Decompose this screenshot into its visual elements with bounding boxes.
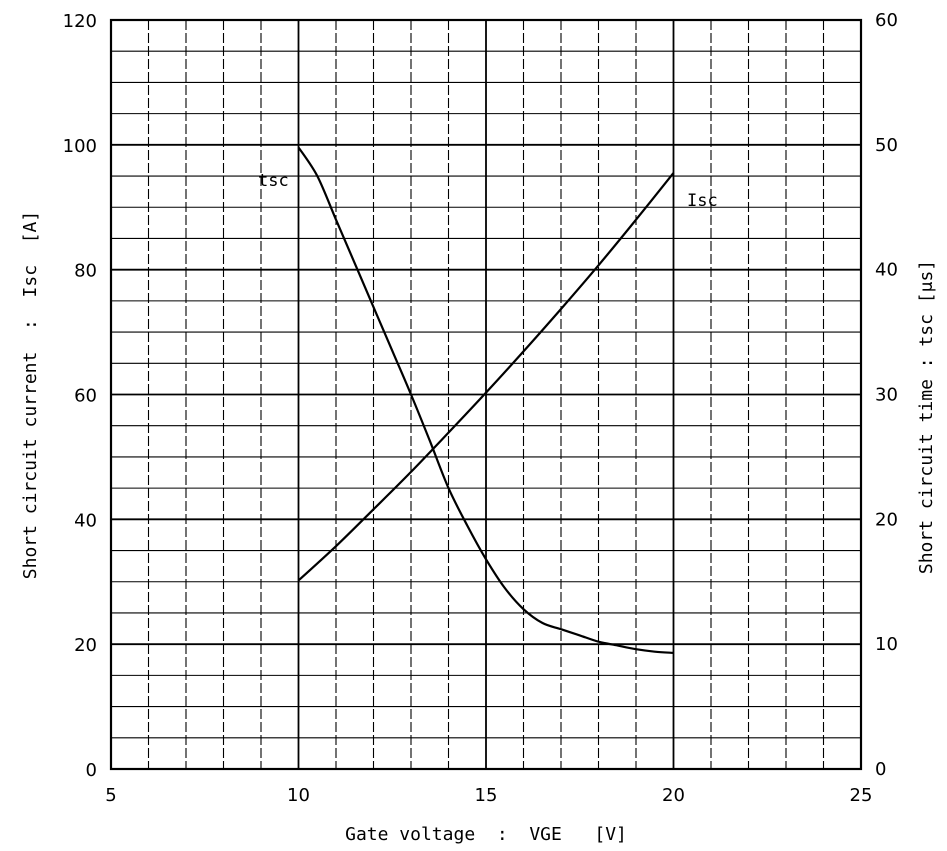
y-left-tick-label: 80 bbox=[74, 261, 97, 282]
isc-series-line bbox=[297, 172, 675, 582]
y-left-tick-label: 100 bbox=[63, 136, 97, 157]
y-right-tick-label: 50 bbox=[875, 135, 898, 156]
y-right-tick-label: 30 bbox=[875, 385, 898, 406]
x-tick-labels: 5 10 15 20 25 bbox=[105, 785, 872, 806]
y-right-tick-labels: 0 10 20 30 40 50 60 bbox=[875, 10, 898, 780]
x-axis-label: Gate voltage : VGE [V] bbox=[345, 824, 627, 845]
tsc-curve-label: tsc bbox=[258, 171, 289, 191]
grid-major bbox=[111, 20, 861, 769]
y-right-tick-label: 20 bbox=[875, 509, 898, 530]
x-tick-label: 5 bbox=[105, 785, 116, 806]
y-right-axis-label: Short circuit time : tsc [μs] bbox=[916, 260, 937, 574]
y-right-tick-label: 10 bbox=[875, 634, 898, 655]
x-tick-label: 20 bbox=[662, 785, 685, 806]
isc-curve-label: Isc bbox=[687, 191, 718, 211]
plot-frame bbox=[109, 18, 863, 771]
y-right-tick-label: 60 bbox=[875, 10, 898, 31]
y-left-tick-label: 0 bbox=[86, 760, 97, 781]
y-left-tick-label: 40 bbox=[74, 510, 97, 531]
tsc-series-line bbox=[297, 146, 674, 654]
y-left-tick-labels: 0 20 40 60 80 100 120 bbox=[63, 11, 97, 781]
y-right-tick-label: 40 bbox=[875, 260, 898, 281]
x-tick-label: 25 bbox=[850, 785, 873, 806]
y-left-tick-label: 20 bbox=[74, 635, 97, 656]
y-left-tick-label: 120 bbox=[63, 11, 97, 32]
series-layer bbox=[297, 146, 675, 654]
y-right-tick-label: 0 bbox=[875, 759, 886, 780]
y-left-tick-label: 60 bbox=[74, 386, 97, 407]
x-tick-label: 15 bbox=[475, 785, 498, 806]
y-left-axis-label: Short circuit current : Isc [A] bbox=[20, 211, 41, 579]
x-tick-label: 10 bbox=[287, 785, 310, 806]
